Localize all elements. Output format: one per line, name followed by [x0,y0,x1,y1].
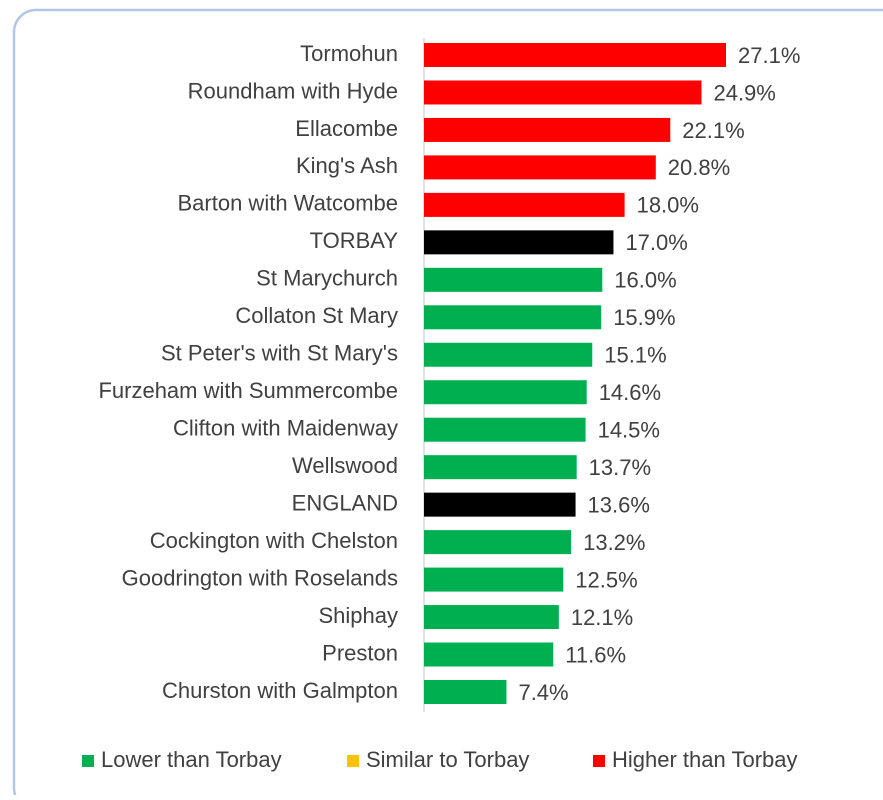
category-label: Preston [322,640,398,665]
category-label: ENGLAND [292,490,398,515]
value-label: 15.1% [604,343,666,368]
value-label: 13.6% [588,492,650,517]
category-label: Barton with Watcombe [178,191,399,216]
bar [424,567,564,592]
category-label: Collaton St Mary [235,303,398,328]
value-label: 15.9% [613,305,675,330]
value-label: 14.6% [599,380,661,405]
category-label: Tormohun [300,41,398,66]
value-label: 27.1% [738,43,800,68]
bar [424,679,507,704]
legend-swatch [347,755,359,767]
category-label: Clifton with Maidenway [173,416,398,441]
value-label: 11.6% [565,642,626,667]
bar [424,417,586,442]
bar [424,192,625,217]
value-label: 13.2% [583,530,645,555]
chart-frame [12,8,883,800]
category-label: Goodrington with Roselands [122,565,398,590]
bar [424,267,603,292]
category-label: Ellacombe [295,116,398,141]
legend-label: Higher than Torbay [612,747,798,772]
bar [424,305,602,330]
bar [424,342,593,367]
value-label: 24.9% [713,80,775,105]
category-label: Wellswood [292,453,398,478]
value-label: 13.7% [589,455,651,480]
bar [424,492,576,517]
bar [424,43,726,67]
bar [424,455,577,480]
category-label: Churston with Galmpton [162,678,398,703]
category-label: Roundham with Hyde [188,78,398,103]
category-label: Shiphay [318,603,398,628]
category-label: TORBAY [310,228,399,253]
bar [424,117,671,142]
bar [424,605,559,630]
bar [424,155,656,180]
bar [424,642,554,667]
category-label: St Peter's with St Mary's [161,341,398,366]
value-label: 20.8% [668,155,730,180]
value-label: 12.1% [571,605,633,630]
value-label: 22.1% [682,118,744,143]
legend-swatch [82,755,94,767]
bar [424,230,614,255]
legend-swatch [593,755,605,767]
bar [424,380,587,405]
category-label: St Marychurch [256,266,398,291]
bar [424,530,572,555]
legend-label: Lower than Torbay [101,747,282,772]
value-label: 16.0% [614,268,676,293]
value-label: 18.0% [637,193,699,218]
category-label: King's Ash [296,153,398,178]
category-label: Furzeham with Summercombe [98,378,398,403]
bar [424,80,702,105]
value-label: 12.5% [575,567,637,592]
value-label: 14.5% [598,418,660,443]
value-label: 7.4% [518,680,568,705]
legend-label: Similar to Torbay [366,747,529,772]
category-label: Cockington with Chelston [150,528,398,553]
value-label: 17.0% [625,230,687,255]
